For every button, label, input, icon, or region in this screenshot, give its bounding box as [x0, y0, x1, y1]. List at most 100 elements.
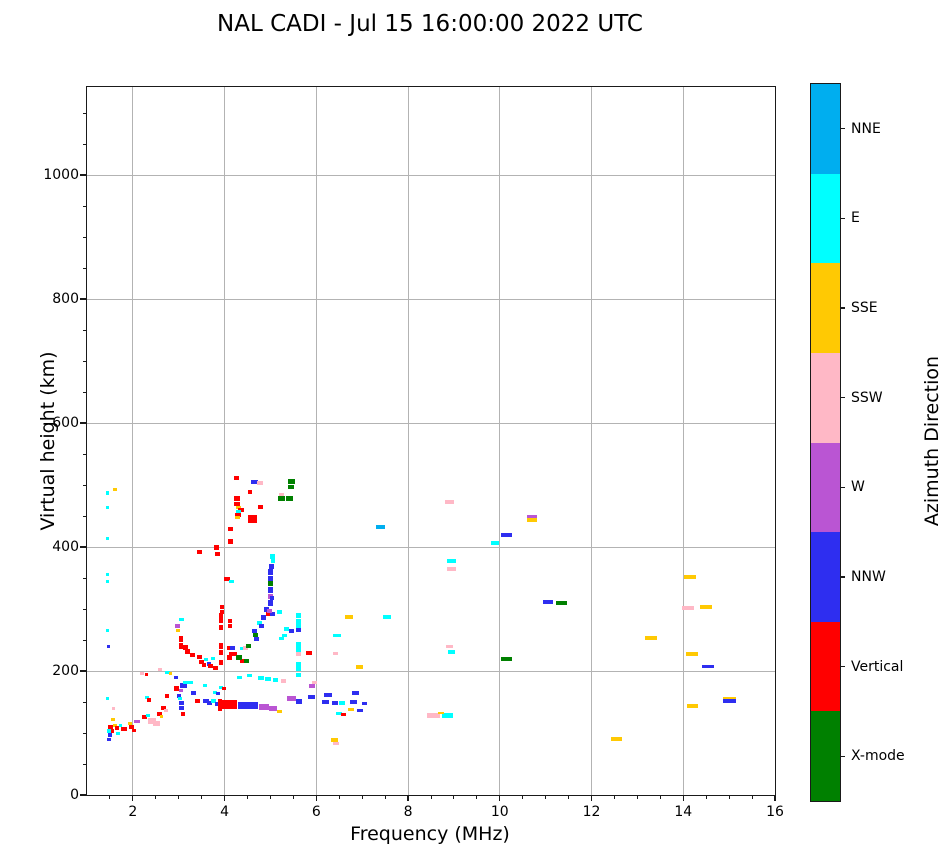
data-point: [237, 675, 243, 679]
data-point: [296, 673, 302, 678]
data-point: [211, 699, 217, 704]
data-point: [278, 496, 286, 502]
gridline-x: [407, 87, 409, 795]
data-point: [160, 706, 166, 711]
data-point: [106, 506, 110, 510]
data-point: [190, 691, 196, 696]
data-point: [445, 645, 453, 649]
data-point: [226, 646, 232, 651]
data-point: [645, 635, 658, 640]
data-point: [284, 626, 290, 631]
data-point: [296, 667, 302, 672]
x-major-tick: [407, 795, 409, 801]
data-point: [221, 686, 226, 690]
data-point: [107, 733, 112, 738]
data-point: [187, 681, 193, 685]
data-point: [296, 618, 302, 624]
data-point: [266, 608, 272, 613]
data-point: [280, 678, 286, 683]
data-point: [349, 700, 357, 704]
x-minor-tick: [613, 795, 615, 799]
data-point: [702, 665, 715, 669]
data-point: [356, 708, 363, 712]
data-point: [332, 633, 341, 637]
data-point: [189, 652, 195, 657]
data-point: [296, 613, 302, 619]
data-point: [700, 605, 713, 610]
y-tick-label: 0: [70, 787, 79, 803]
data-point: [127, 721, 132, 725]
x-tick-label: 2: [128, 804, 138, 820]
data-point: [178, 701, 184, 706]
data-point: [211, 657, 216, 661]
data-point: [237, 701, 258, 709]
x-minor-tick: [269, 795, 271, 799]
data-point: [106, 644, 110, 648]
colorbar-tick-label: NNW: [851, 568, 886, 585]
y-minor-tick: [82, 763, 86, 765]
data-point: [164, 708, 169, 712]
y-minor-tick: [82, 360, 86, 362]
data-point: [218, 625, 223, 631]
data-point: [247, 490, 252, 495]
data-point: [153, 721, 161, 727]
data-point: [270, 611, 276, 616]
data-point: [256, 620, 262, 625]
data-point: [257, 504, 263, 509]
data-point: [447, 558, 457, 563]
y-minor-tick: [82, 391, 86, 393]
data-point: [168, 671, 172, 675]
data-point: [722, 696, 736, 701]
y-axis-label: Virtual height (km): [37, 351, 59, 531]
data-point: [426, 713, 440, 719]
y-tick-label: 800: [52, 291, 79, 308]
data-point: [107, 738, 112, 742]
data-point: [218, 649, 223, 655]
data-point: [288, 484, 295, 489]
data-point: [268, 705, 277, 711]
data-point: [218, 643, 223, 650]
data-point: [215, 552, 221, 557]
data-point: [267, 599, 273, 606]
data-point: [286, 695, 296, 701]
colorbar-tick: [841, 755, 845, 757]
data-point: [181, 712, 186, 717]
y-tick-label: 1000: [43, 167, 79, 184]
data-point: [185, 648, 191, 654]
x-tick-label: 6: [311, 804, 321, 820]
x-major-tick: [315, 795, 317, 801]
data-point: [441, 713, 453, 719]
data-point: [228, 651, 234, 656]
gridline-y: [87, 670, 775, 672]
data-point: [556, 601, 568, 606]
data-point: [277, 610, 283, 615]
colorbar-segment-nnw: [811, 532, 840, 622]
y-minor-tick: [82, 732, 86, 734]
data-point: [253, 633, 259, 638]
data-point: [242, 646, 248, 651]
data-point: [383, 615, 392, 620]
y-major-tick: [80, 670, 86, 672]
x-major-tick: [590, 795, 593, 801]
x-minor-tick: [705, 795, 707, 799]
data-point: [218, 660, 223, 666]
data-point: [267, 581, 273, 587]
data-point: [270, 553, 276, 559]
data-point: [204, 658, 209, 662]
y-minor-tick: [82, 143, 86, 145]
data-point: [233, 476, 239, 481]
gridline-x: [315, 87, 317, 795]
x-minor-tick: [292, 795, 294, 799]
y-tick-label: 200: [52, 663, 79, 679]
data-point: [240, 659, 245, 664]
x-minor-tick: [568, 795, 570, 799]
colorbar-segment-w: [811, 442, 840, 533]
data-point: [308, 683, 315, 688]
data-point: [228, 618, 233, 623]
colorbar-segment-nne: [811, 84, 840, 174]
data-point: [501, 657, 513, 662]
data-point: [110, 718, 115, 722]
data-point: [331, 700, 338, 705]
data-point: [133, 720, 140, 724]
